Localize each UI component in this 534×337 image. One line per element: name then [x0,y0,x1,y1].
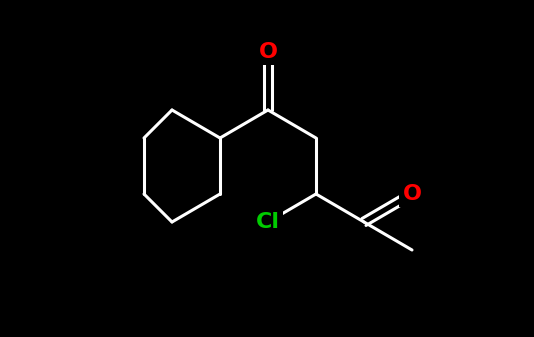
Text: O: O [258,42,278,62]
Text: Cl: Cl [256,212,280,232]
Text: O: O [403,184,421,204]
